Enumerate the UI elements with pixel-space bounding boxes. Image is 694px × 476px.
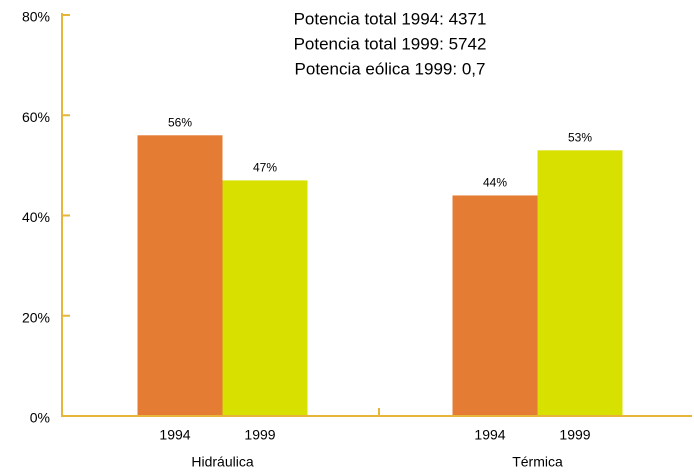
series-label: 1999 xyxy=(244,427,275,443)
series-label: 1994 xyxy=(159,427,190,443)
value-label: 53% xyxy=(568,131,592,145)
annotation: Potencia total 1999: 5742 xyxy=(294,34,487,53)
y-tick-label: 0% xyxy=(30,410,50,426)
bar xyxy=(137,135,223,417)
value-label: 47% xyxy=(253,161,277,175)
series-label: 1999 xyxy=(559,427,590,443)
bar xyxy=(452,195,538,416)
annotation: Potencia eólica 1999: 0,7 xyxy=(295,59,486,78)
bar xyxy=(537,150,623,416)
x-category-label: Hidráulica xyxy=(191,454,253,470)
y-tick-label: 40% xyxy=(22,209,50,225)
series-label: 1994 xyxy=(474,427,505,443)
bar xyxy=(222,180,308,416)
y-tick-label: 20% xyxy=(22,309,50,325)
y-tick-label: 80% xyxy=(22,9,50,25)
y-tick-label: 60% xyxy=(22,109,50,125)
value-label: 44% xyxy=(483,176,507,190)
annotation: Potencia total 1994: 4371 xyxy=(294,9,487,28)
value-label: 56% xyxy=(168,115,192,129)
x-category-label: Térmica xyxy=(512,454,563,470)
